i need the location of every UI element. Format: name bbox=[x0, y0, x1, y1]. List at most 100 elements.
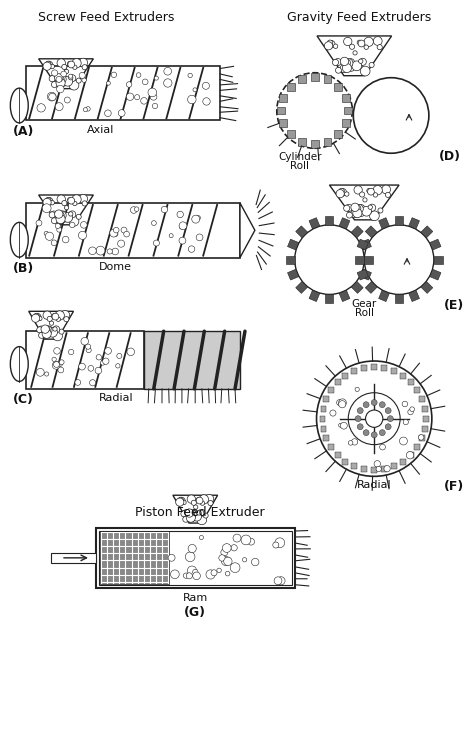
Polygon shape bbox=[357, 269, 368, 280]
Polygon shape bbox=[434, 256, 443, 264]
Circle shape bbox=[72, 58, 81, 68]
Circle shape bbox=[385, 192, 391, 198]
Bar bbox=[96, 528, 295, 588]
Circle shape bbox=[82, 200, 87, 206]
Circle shape bbox=[340, 65, 348, 73]
Circle shape bbox=[135, 95, 140, 100]
Circle shape bbox=[95, 367, 102, 374]
Bar bbox=[335, 379, 341, 385]
Circle shape bbox=[188, 95, 196, 104]
Circle shape bbox=[349, 44, 355, 50]
Circle shape bbox=[351, 210, 359, 218]
Circle shape bbox=[410, 407, 415, 412]
Circle shape bbox=[46, 232, 54, 241]
Circle shape bbox=[196, 497, 201, 502]
Circle shape bbox=[49, 93, 56, 101]
Circle shape bbox=[385, 408, 391, 413]
Bar bbox=[319, 416, 326, 421]
Circle shape bbox=[169, 234, 173, 238]
Bar bbox=[328, 387, 334, 393]
Circle shape bbox=[107, 81, 110, 85]
Bar bbox=[277, 106, 285, 114]
Circle shape bbox=[64, 316, 69, 321]
Circle shape bbox=[54, 348, 60, 354]
Text: Dome: Dome bbox=[99, 262, 132, 272]
Bar bbox=[298, 138, 306, 146]
Circle shape bbox=[197, 515, 207, 525]
Bar bbox=[343, 459, 348, 464]
Circle shape bbox=[69, 76, 73, 80]
Circle shape bbox=[340, 57, 348, 66]
Bar bbox=[343, 373, 348, 378]
Circle shape bbox=[55, 311, 64, 320]
Circle shape bbox=[225, 572, 230, 576]
Circle shape bbox=[55, 210, 63, 218]
Circle shape bbox=[105, 348, 111, 354]
Circle shape bbox=[183, 573, 189, 578]
Polygon shape bbox=[429, 239, 441, 250]
Bar bbox=[335, 130, 342, 139]
Polygon shape bbox=[421, 281, 433, 293]
Circle shape bbox=[182, 510, 189, 517]
Polygon shape bbox=[286, 256, 295, 264]
Bar bbox=[323, 75, 331, 83]
Circle shape bbox=[41, 325, 49, 333]
Circle shape bbox=[380, 444, 385, 450]
Circle shape bbox=[55, 223, 60, 228]
Circle shape bbox=[52, 70, 58, 76]
Circle shape bbox=[403, 419, 409, 425]
Circle shape bbox=[192, 215, 200, 223]
Bar bbox=[320, 405, 327, 412]
Circle shape bbox=[36, 220, 42, 226]
Circle shape bbox=[168, 554, 175, 561]
Circle shape bbox=[51, 240, 57, 246]
Circle shape bbox=[45, 326, 53, 334]
Circle shape bbox=[370, 211, 379, 221]
Circle shape bbox=[359, 192, 365, 197]
Circle shape bbox=[196, 216, 201, 220]
Circle shape bbox=[347, 58, 355, 66]
Circle shape bbox=[73, 65, 77, 69]
Bar bbox=[422, 426, 428, 432]
Circle shape bbox=[367, 209, 372, 214]
Circle shape bbox=[339, 188, 344, 194]
Circle shape bbox=[55, 216, 63, 224]
Circle shape bbox=[187, 495, 195, 503]
Circle shape bbox=[79, 72, 85, 79]
Circle shape bbox=[68, 349, 74, 355]
Circle shape bbox=[192, 511, 201, 521]
Circle shape bbox=[78, 231, 87, 239]
Circle shape bbox=[360, 66, 370, 76]
Circle shape bbox=[85, 344, 91, 349]
Circle shape bbox=[206, 570, 215, 579]
Circle shape bbox=[208, 501, 213, 506]
Circle shape bbox=[57, 362, 63, 367]
Circle shape bbox=[88, 365, 94, 371]
Circle shape bbox=[57, 74, 66, 84]
Circle shape bbox=[203, 98, 210, 105]
Circle shape bbox=[374, 36, 382, 45]
Circle shape bbox=[86, 348, 91, 353]
Circle shape bbox=[79, 195, 88, 203]
Circle shape bbox=[357, 424, 363, 429]
Circle shape bbox=[58, 367, 64, 373]
Circle shape bbox=[371, 399, 377, 405]
Circle shape bbox=[82, 78, 86, 82]
Bar bbox=[414, 387, 420, 393]
Circle shape bbox=[121, 227, 127, 233]
Circle shape bbox=[51, 82, 57, 87]
Bar bbox=[310, 73, 319, 81]
Circle shape bbox=[334, 58, 341, 66]
Circle shape bbox=[69, 211, 73, 216]
Polygon shape bbox=[326, 295, 333, 303]
Circle shape bbox=[79, 363, 85, 370]
Circle shape bbox=[112, 231, 118, 237]
Bar bbox=[361, 467, 367, 472]
Ellipse shape bbox=[10, 346, 28, 381]
Circle shape bbox=[60, 211, 67, 219]
Circle shape bbox=[46, 198, 51, 203]
Circle shape bbox=[363, 402, 369, 408]
Polygon shape bbox=[360, 239, 372, 250]
Circle shape bbox=[275, 538, 285, 547]
Circle shape bbox=[105, 110, 111, 117]
